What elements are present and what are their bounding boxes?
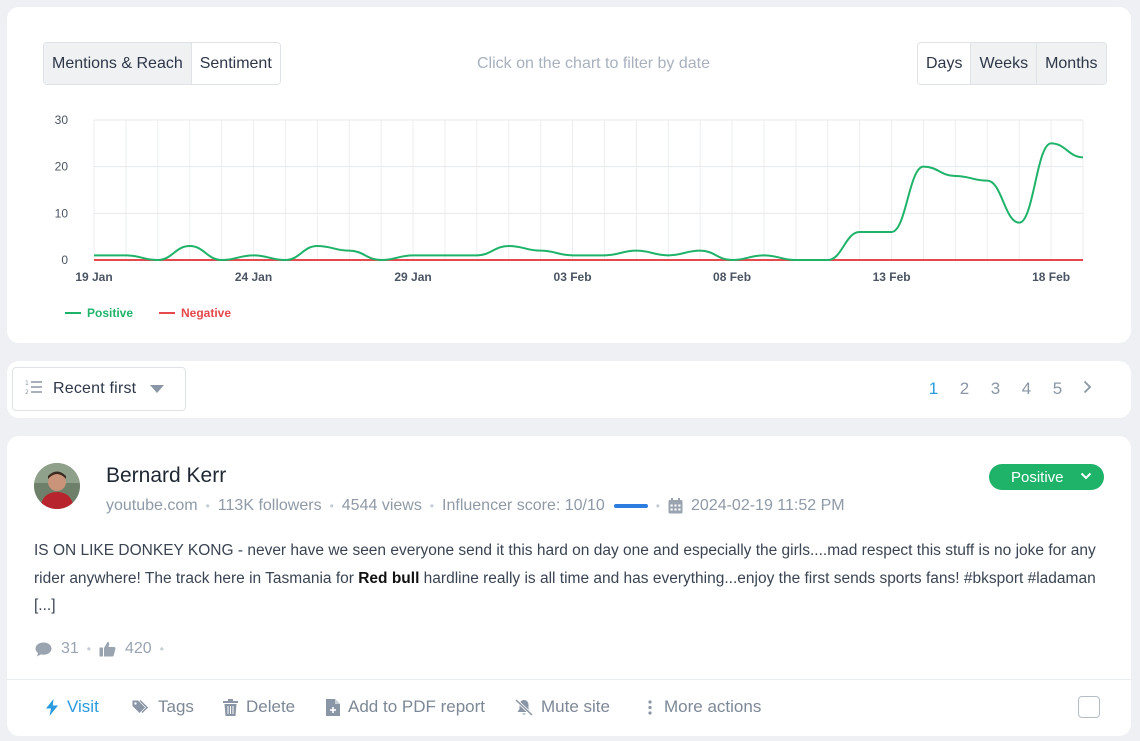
- separator-dot: •: [205, 499, 210, 513]
- mention-meta: youtube.com • 113K followers • 4544 view…: [106, 497, 845, 515]
- pagination: 1 2 3 4 5: [918, 379, 1101, 399]
- x-tick-label: 24 Jan: [235, 270, 272, 284]
- x-tick-label: 18 Feb: [1032, 270, 1070, 284]
- sentiment-dropdown[interactable]: Positive: [989, 464, 1104, 490]
- followers-count: 113K followers: [217, 497, 322, 514]
- tab-sentiment[interactable]: Sentiment: [190, 43, 280, 84]
- tag-icon: [132, 699, 150, 715]
- page-3[interactable]: 3: [990, 379, 1001, 398]
- x-tick-label: 19 Jan: [75, 270, 112, 284]
- svg-text:2: 2: [25, 389, 29, 395]
- page-1[interactable]: 1: [928, 379, 939, 398]
- x-tick-label: 03 Feb: [554, 270, 592, 284]
- likes-count: 420: [125, 640, 152, 657]
- y-tick-label: 30: [55, 113, 69, 127]
- mention-text-part: hardline really is all time and has ever…: [34, 569, 1096, 615]
- page-4[interactable]: 4: [1021, 379, 1032, 398]
- y-tick-label: 0: [61, 253, 68, 267]
- engagement-stats: 31 • 420 •: [35, 640, 172, 658]
- x-tick-label: 29 Jan: [394, 270, 431, 284]
- tab-weeks[interactable]: Weeks: [970, 43, 1037, 84]
- y-tick-label: 10: [55, 206, 69, 220]
- select-checkbox[interactable]: [1078, 696, 1100, 718]
- chart-hint: Click on the chart to filter by date: [477, 55, 710, 72]
- highlighted-keyword: Red bull: [358, 569, 420, 587]
- tags-button[interactable]: Tags: [132, 697, 194, 717]
- page-2[interactable]: 2: [959, 379, 970, 398]
- sort-dropdown[interactable]: 1 2 Recent first: [12, 367, 186, 411]
- calendar-icon: [668, 498, 683, 514]
- page-5[interactable]: 5: [1052, 379, 1063, 398]
- trash-icon: [223, 698, 238, 716]
- comment-icon: [35, 642, 52, 657]
- visit-label: Visit: [67, 697, 99, 716]
- mention-actions: Visit Tags Delete Add to PDF report Mute…: [7, 679, 1131, 736]
- mention-card: Bernard Kerr youtube.com • 113K follower…: [7, 436, 1131, 736]
- tags-label: Tags: [158, 697, 194, 716]
- separator-dot: •: [159, 642, 164, 656]
- toolbar-card: 1 2 Recent first 1 2 3 4 5: [7, 361, 1131, 418]
- thumbs-up-icon: [99, 641, 116, 657]
- tab-months[interactable]: Months: [1036, 43, 1106, 84]
- lightning-icon: [45, 698, 59, 716]
- mute-site-button[interactable]: Mute site: [515, 697, 610, 717]
- separator-dot: •: [655, 499, 660, 513]
- sentiment-label: Positive: [1011, 468, 1064, 486]
- bell-muted-icon: [515, 698, 533, 716]
- tab-days[interactable]: Days: [918, 43, 971, 84]
- mute-site-label: Mute site: [541, 697, 610, 716]
- more-actions-button[interactable]: More actions: [644, 697, 761, 717]
- x-tick-label: 08 Feb: [713, 270, 751, 284]
- source-link[interactable]: youtube.com: [106, 497, 198, 514]
- influencer-score: Influencer score: 10/10: [442, 497, 605, 514]
- vertical-dots-icon: [644, 699, 656, 716]
- more-actions-label: More actions: [664, 697, 762, 716]
- x-tick-label: 13 Feb: [873, 270, 911, 284]
- delete-button[interactable]: Delete: [223, 697, 295, 717]
- views-count: 4544 views: [341, 497, 422, 514]
- avatar[interactable]: [34, 463, 80, 509]
- tab-mentions-reach[interactable]: Mentions & Reach: [44, 43, 191, 84]
- mention-text-part: IS ON LIKE DONKEY KONG - never have we s…: [34, 542, 1096, 587]
- mention-date: 2024-02-19 11:52 PM: [691, 497, 845, 514]
- chevron-down-icon: [1080, 468, 1092, 485]
- legend-label-negative[interactable]: Negative: [181, 306, 231, 320]
- separator-dot: •: [329, 499, 334, 513]
- sentiment-chart[interactable]: 0 10 20 30 19 Jan 24 Jan 29 Jan 03 Feb 08 Feb 13 …: [7, 7, 1131, 343]
- delete-label: Delete: [246, 697, 296, 716]
- add-to-pdf-label: Add to PDF report: [348, 697, 486, 716]
- file-add-icon: [326, 698, 340, 716]
- chart-card: Mentions & Reach Sentiment Click on the …: [7, 7, 1131, 343]
- comments-count: 31: [61, 640, 79, 657]
- separator-dot: •: [86, 642, 91, 656]
- caret-down-icon: [150, 380, 165, 398]
- visit-button[interactable]: Visit: [45, 697, 99, 717]
- sort-label: Recent first: [53, 380, 137, 397]
- chevron-right-icon[interactable]: [1073, 380, 1101, 399]
- mention-text: IS ON LIKE DONKEY KONG - never have we s…: [34, 537, 1109, 620]
- metric-toggle: Mentions & Reach Sentiment: [43, 42, 281, 85]
- svg-text:1: 1: [25, 380, 29, 387]
- separator-dot: •: [429, 499, 435, 513]
- legend-label-positive[interactable]: Positive: [87, 306, 133, 320]
- series-line-positive[interactable]: [94, 142, 1084, 261]
- sort-order-icon: 1 2: [25, 379, 43, 400]
- period-toggle: Days Weeks Months: [917, 42, 1107, 85]
- influencer-score-bar: [613, 504, 648, 508]
- add-to-pdf-button[interactable]: Add to PDF report: [326, 697, 485, 717]
- y-tick-label: 20: [55, 160, 69, 174]
- author-name[interactable]: Bernard Kerr: [106, 464, 227, 487]
